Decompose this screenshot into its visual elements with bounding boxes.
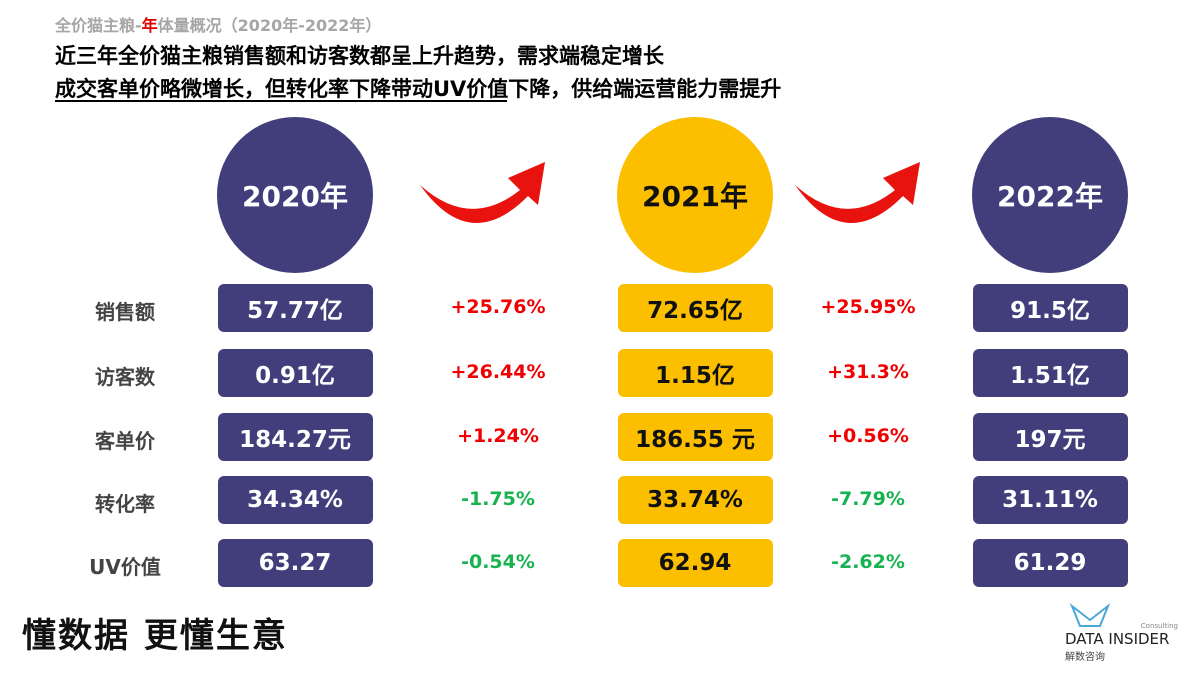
- value-box: 62.94: [617, 539, 773, 587]
- logo-text: DATA INSIDER: [1065, 630, 1169, 648]
- year-circle: 2022年: [972, 117, 1128, 273]
- change-label: +26.44%: [450, 361, 546, 383]
- logo-cn: 解数咨询: [1065, 650, 1105, 663]
- change-label: +25.76%: [450, 296, 546, 318]
- value-box: 61.29: [972, 539, 1128, 587]
- value-box: 1.51亿: [972, 349, 1128, 397]
- year-circle: 2020年: [217, 117, 373, 273]
- headline: 成交客单价略微增长，但转化率下降带动UV价值下降，供给端运营能力需提升: [55, 77, 782, 101]
- underline: [55, 100, 507, 102]
- change-label: +31.3%: [827, 361, 909, 383]
- value-box: 186.55 元: [617, 413, 773, 461]
- value-box: 31.11%: [972, 476, 1128, 524]
- value-box: 1.15亿: [617, 349, 773, 397]
- title-part: 年: [141, 16, 158, 35]
- change-label: -2.62%: [831, 551, 905, 573]
- value-box: 91.5亿: [972, 284, 1128, 332]
- metric-label: UV价值: [89, 555, 161, 579]
- value-box: 184.27元: [217, 413, 373, 461]
- metric-label: 销售额: [95, 300, 155, 324]
- change-label: -1.75%: [461, 488, 535, 510]
- change-label: -0.54%: [461, 551, 535, 573]
- logo-tag: Consulting: [1141, 622, 1178, 630]
- value-box: 57.77亿: [217, 284, 373, 332]
- metric-label: 客单价: [95, 429, 155, 453]
- title-part: 全价猫主粮-: [55, 16, 142, 35]
- value-box: 197元: [972, 413, 1128, 461]
- change-label: -7.79%: [831, 488, 905, 510]
- value-box: 0.91亿: [217, 349, 373, 397]
- value-box: 34.34%: [217, 476, 373, 524]
- slogan: 懂数据 更懂生意: [22, 616, 288, 656]
- year-circle: 2021年: [617, 117, 773, 273]
- title: 全价猫主粮-年体量概况（2020年-2022年）: [55, 12, 381, 36]
- logo-icon: [1069, 602, 1111, 627]
- metric-label: 访客数: [95, 365, 155, 389]
- change-label: +1.24%: [457, 425, 539, 447]
- value-box: 63.27: [217, 539, 373, 587]
- title-part: 体量概况（2020年-2022年）: [157, 16, 382, 35]
- arrow: [795, 162, 920, 223]
- change-label: +0.56%: [827, 425, 909, 447]
- metric-label: 转化率: [95, 492, 155, 516]
- value-box: 33.74%: [617, 476, 773, 524]
- value-box: 72.65亿: [617, 284, 773, 332]
- change-label: +25.95%: [820, 296, 916, 318]
- headline: 近三年全价猫主粮销售额和访客数都呈上升趋势，需求端稳定增长: [55, 44, 664, 68]
- logo: Consulting DATA INSIDER 解数咨询: [1065, 602, 1178, 663]
- arrow: [420, 162, 545, 223]
